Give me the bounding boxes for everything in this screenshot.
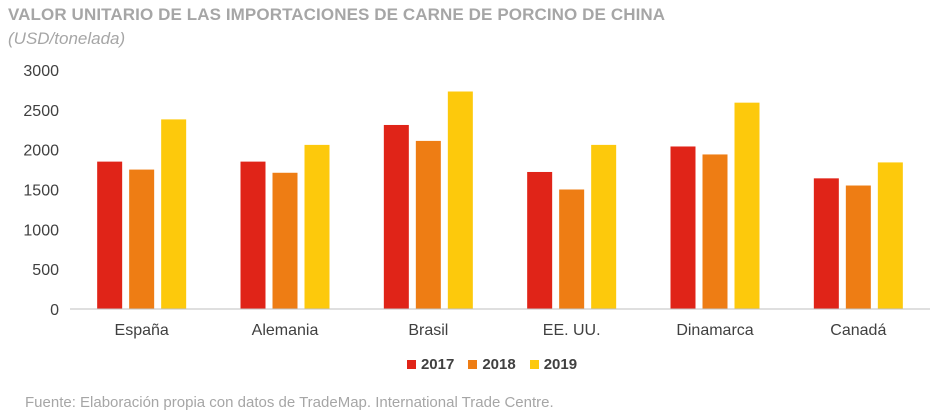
x-tick-label: España <box>115 322 169 339</box>
x-tick-label: Brasil <box>408 322 448 339</box>
x-tick-label: Canadá <box>830 322 886 339</box>
chart-subtitle: (USD/tonelada) <box>8 29 126 48</box>
y-tick-label: 500 <box>32 262 59 279</box>
bar-2019 <box>447 91 473 309</box>
legend-swatch-2017 <box>406 360 416 369</box>
bar-2018 <box>845 185 871 309</box>
x-tick-label: Alemania <box>252 322 319 339</box>
bar-2019 <box>877 162 903 309</box>
legend-item-2019: 2019 <box>529 356 578 373</box>
bar-2017 <box>240 161 266 309</box>
bar-2018 <box>272 172 298 309</box>
source-note: Fuente: Elaboración propia con datos de … <box>25 394 554 411</box>
bar-2017 <box>383 124 409 309</box>
legend: 2017 2018 2019 <box>0 356 944 373</box>
bar-2019 <box>734 102 760 309</box>
y-tick-label: 2500 <box>23 103 59 120</box>
y-tick-label: 0 <box>50 302 59 319</box>
bar-2019 <box>591 144 617 309</box>
bar-2019 <box>161 119 187 309</box>
legend-label-2017: 2017 <box>420 356 455 373</box>
bar-2018 <box>129 169 155 309</box>
bar-2017 <box>813 178 839 309</box>
bar-2017 <box>670 146 696 309</box>
y-tick-label: 1500 <box>23 183 59 200</box>
y-tick-label: 3000 <box>23 63 59 80</box>
bar-2018 <box>415 140 441 309</box>
x-tick-label: EE. UU. <box>543 322 601 339</box>
bar-2018 <box>559 189 585 309</box>
legend-item-2018: 2018 <box>468 356 516 373</box>
y-tick-label: 1000 <box>23 222 59 239</box>
legend-label-2018: 2018 <box>482 356 516 373</box>
y-tick-label: 2000 <box>23 143 59 160</box>
bar-2018 <box>702 154 728 309</box>
bar-2019 <box>304 144 330 309</box>
bar-2017 <box>527 171 553 309</box>
chart-title: VALOR UNITARIO DE LAS IMPORTACIONES DE C… <box>8 5 666 24</box>
legend-item-2017: 2017 <box>406 356 455 373</box>
x-tick-label: Dinamarca <box>676 322 753 339</box>
legend-swatch-2018 <box>468 360 478 369</box>
legend-label-2019: 2019 <box>543 356 578 373</box>
bar-2017 <box>97 161 123 309</box>
legend-swatch-2019 <box>529 360 539 369</box>
bar-chart: 0 500 1000 1500 2000 2500 3000 España Alemania B… <box>23 63 930 339</box>
